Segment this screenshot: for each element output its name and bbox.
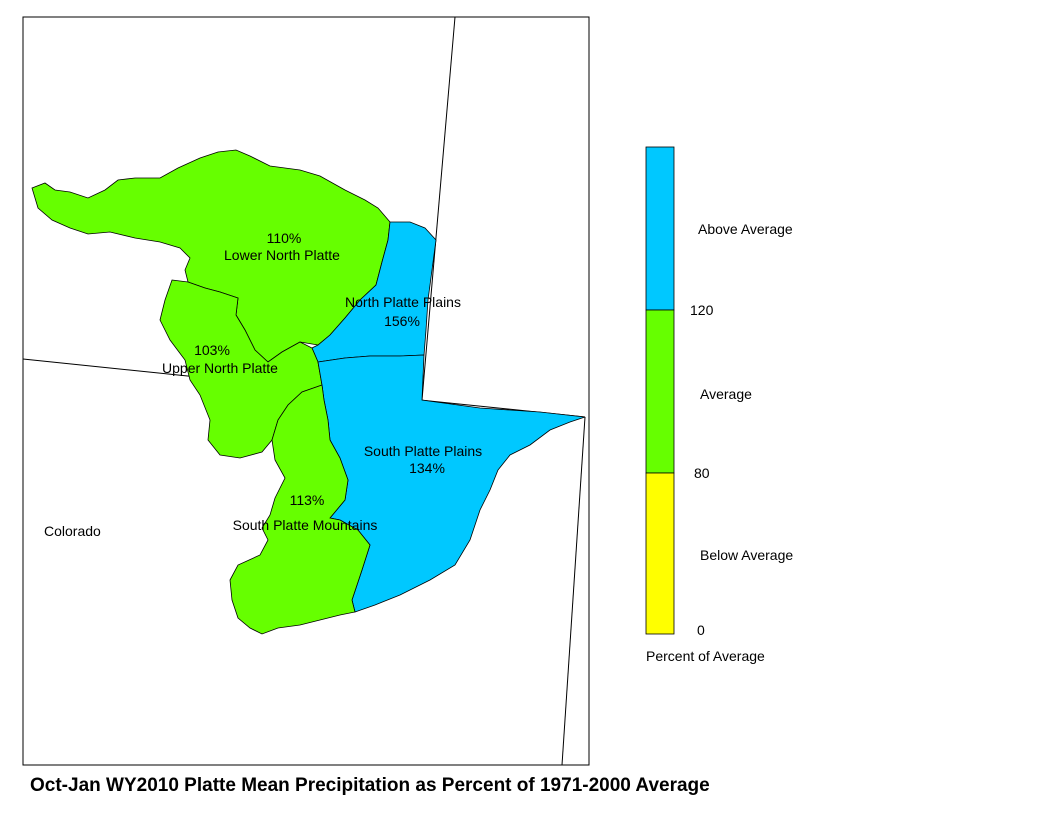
basin-label-percent: 113% [290,492,325,508]
legend-swatch-below [645,472,675,635]
legend-category-above: Above Average [698,221,793,237]
basin-label-percent: 156% [384,313,420,329]
basin-label-name: South Platte Mountains [233,517,378,533]
legend-category-average: Average [700,386,752,402]
basin-label-name: Upper North Platte [162,360,278,376]
legend-tick: 80 [694,465,710,481]
basin-label-name: Lower North Platte [224,247,340,263]
basin-label-name: South Platte Plains [364,443,482,459]
legend-swatch-average [645,309,675,474]
legend-swatch-above [645,146,675,311]
basin-label-percent: 134% [409,460,445,476]
map-frame [22,16,590,766]
basin-label-percent: 103% [194,342,230,358]
map-title: Oct-Jan WY2010 Platte Mean Precipitation… [30,775,710,796]
legend-tick: 120 [690,302,714,318]
basin-label-name: North Platte Plains [345,294,461,310]
state-label: Colorado [44,523,101,539]
legend-colorbar [645,146,675,635]
basin-south-platte-mountains[interactable] [229,384,371,635]
legend-category-below: Below Average [700,547,794,563]
legend-caption: Percent of Average [646,648,765,664]
legend-tick: 0 [697,622,705,638]
basin-label-percent: 110% [267,230,302,246]
